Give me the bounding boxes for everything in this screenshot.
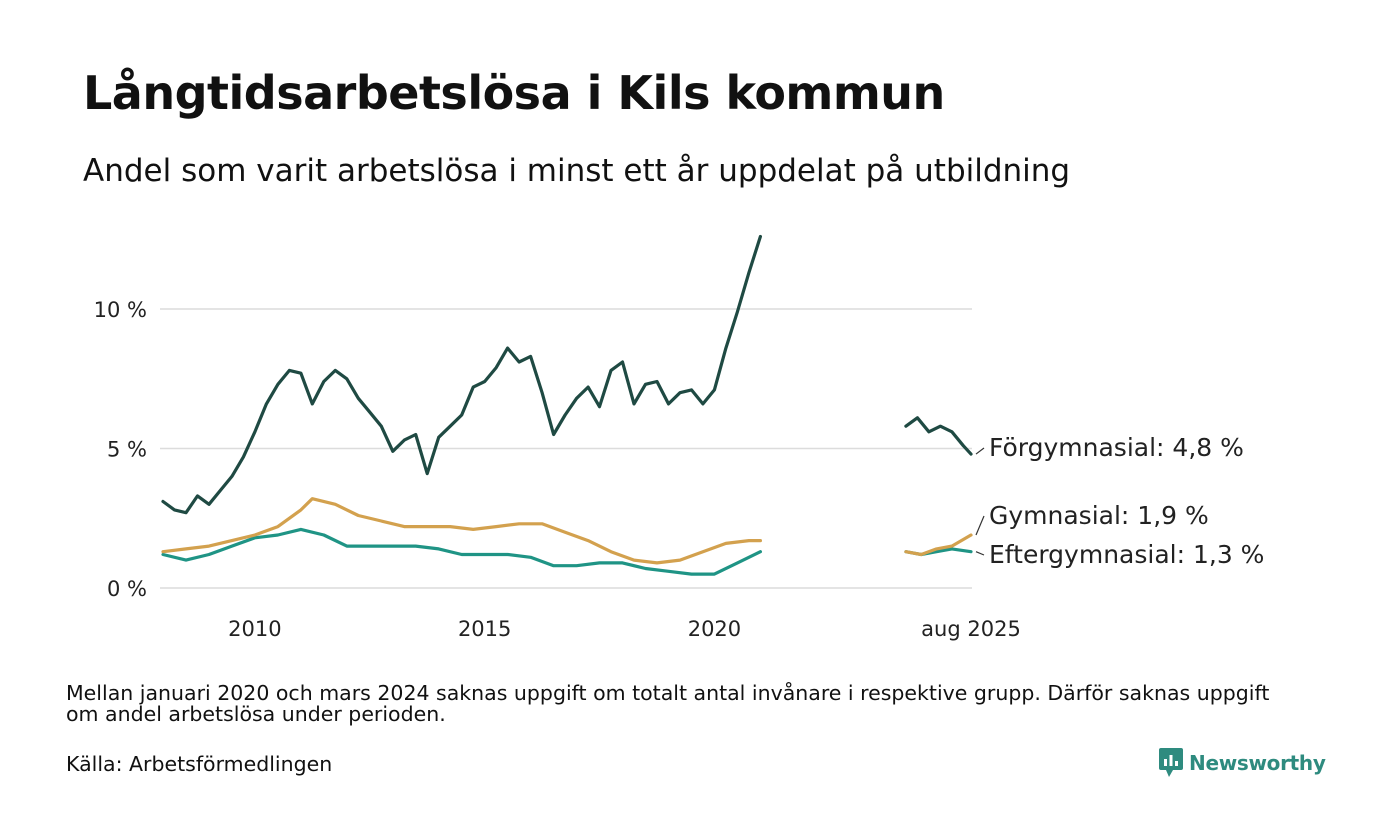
label-leader-line [975,447,985,455]
chart-subtitle: Andel som varit arbetslösa i minst ett å… [83,153,1071,189]
brand-name: Newsworthy [1189,751,1326,775]
source-note: Källa: Arbetsförmedlingen [66,752,333,776]
series-line-gymnasial [161,497,762,565]
newsworthy-logo-icon [1159,748,1183,777]
series-end-labels: Förgymnasial: 4,8 % Gymnasial: 1,9 % Efter… [975,433,1264,569]
x-tick-label: 2020 [688,617,741,641]
series-line-eftergymnasial [161,527,762,576]
x-tick-label: aug 2025 [921,617,1021,641]
series-line-gymnasial-after-gap [904,533,973,557]
x-tick-label: 2010 [228,617,281,641]
series-line-förgymnasial-after-gap [904,416,973,456]
y-axis-ticks: 0 % 5 % 10 % [94,298,147,601]
x-tick-label: 2015 [458,617,511,641]
label-leader-line [975,551,985,556]
series-label-eftergymnasial: Eftergymnasial: 1,3 % [989,540,1264,569]
series-label-gymnasial: Gymnasial: 1,9 % [989,501,1209,530]
line-chart: 0 % 5 % 10 % 2010 2015 2020 aug 2025 Förgymna… [94,234,1264,641]
series-lines [161,234,973,576]
y-tick-label: 5 % [107,438,147,462]
chart-title: Långtidsarbetslösa i Kils kommun [83,66,945,120]
y-tick-label: 0 % [107,577,147,601]
label-leader-line [975,515,985,536]
series-line-förgymnasial [161,234,762,515]
series-label-förgymnasial: Förgymnasial: 4,8 % [989,433,1244,462]
x-axis-ticks: 2010 2015 2020 aug 2025 [228,617,1021,641]
y-tick-label: 10 % [94,298,147,322]
grid-lines [160,308,972,589]
footnote: Mellan januari 2020 och mars 2024 saknas… [66,681,1270,726]
brand-logo: Newsworthy [1159,748,1326,778]
